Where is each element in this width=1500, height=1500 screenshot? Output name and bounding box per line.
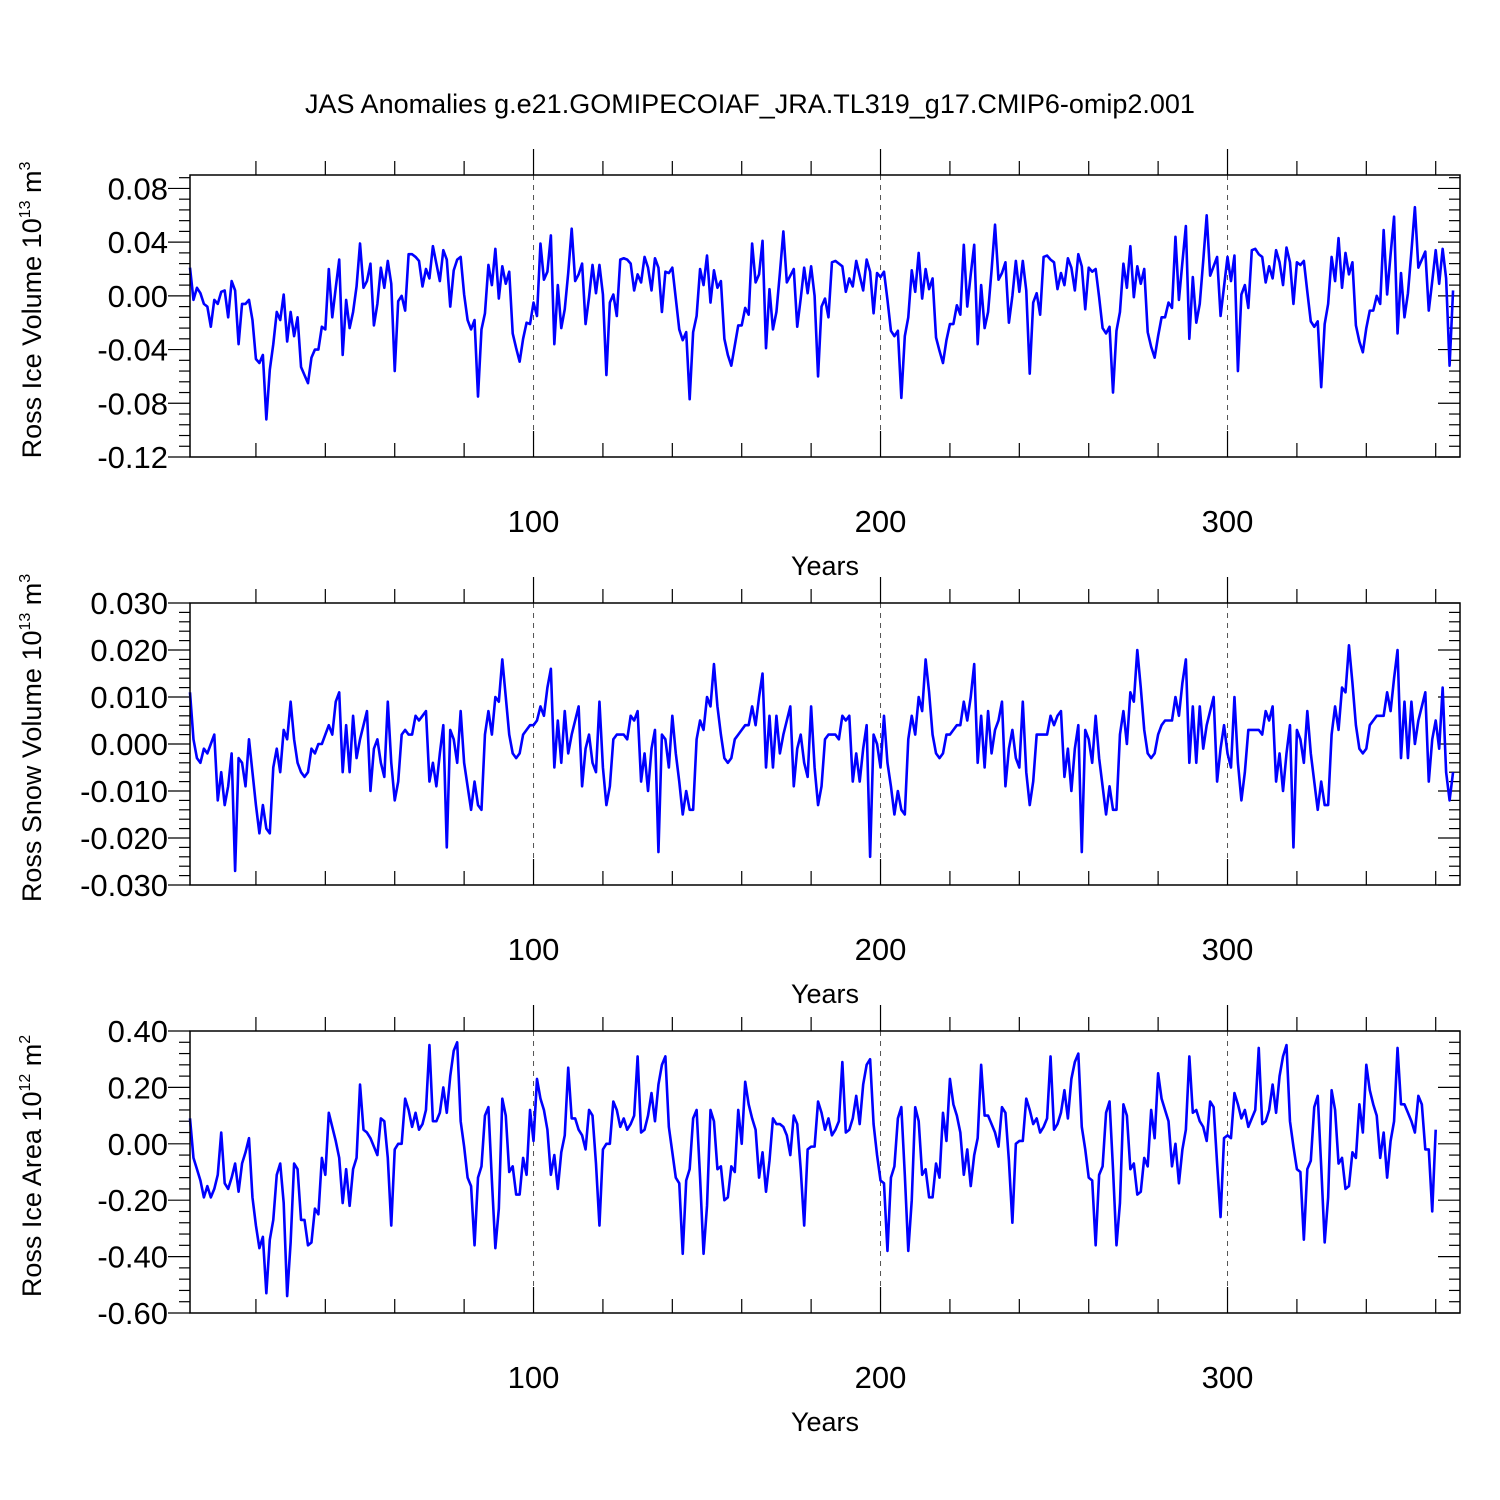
figure-title: JAS Anomalies g.e21.GOMIPECOIAF_JRA.TL31… <box>305 89 1195 119</box>
x-tick-label: 100 <box>508 932 560 967</box>
plot-frame <box>189 1030 1461 1314</box>
x-axis-title: Years <box>791 551 859 581</box>
y-axis-title: Ross Snow Volume 1013 m3 <box>17 574 47 902</box>
y-tick-label: 0.030 <box>90 586 168 621</box>
panel-1: -0.12 -0.08 -0.04 0.00 0.04 0.08 100 200 300 Year… <box>17 149 1461 581</box>
x-tick-label: 300 <box>1202 504 1254 539</box>
y-tick-label: 0.00 <box>108 279 168 314</box>
x-tick-label: 200 <box>855 504 907 539</box>
x-tick-label: 100 <box>508 1360 560 1395</box>
y-tick-label: 0.000 <box>90 727 168 762</box>
panel-2: -0.030 -0.020 -0.010 0.000 0.010 0.020 0.030 10… <box>17 574 1461 1009</box>
x-tick-label: 200 <box>855 932 907 967</box>
y-tick-label: -0.010 <box>80 774 168 809</box>
y-tick-label: -0.08 <box>97 386 168 421</box>
y-tick-label: -0.04 <box>97 333 168 368</box>
y-tick-label: 0.40 <box>108 1014 168 1049</box>
series-line <box>188 644 1455 873</box>
y-tick-label: 0.00 <box>108 1127 168 1162</box>
series-line <box>188 1040 1438 1298</box>
y-tick-label: 0.010 <box>90 680 168 715</box>
y-tick-label: -0.60 <box>97 1296 168 1331</box>
x-tick-label: 300 <box>1202 1360 1254 1395</box>
y-tick-label: -0.20 <box>97 1183 168 1218</box>
plot-frame <box>189 174 1461 458</box>
series-line <box>188 205 1455 421</box>
y-tick-label: -0.12 <box>97 440 168 475</box>
x-tick-label: 100 <box>508 504 560 539</box>
y-tick-label: -0.020 <box>80 821 168 856</box>
y-tick-label: 0.020 <box>90 633 168 668</box>
panels: -0.12 -0.08 -0.04 0.00 0.04 0.08 100 200 300 Year… <box>17 149 1461 1437</box>
y-tick-label: -0.030 <box>80 868 168 903</box>
y-axis-title: Ross Ice Volume 1013 m3 <box>17 161 47 458</box>
y-tick-label: 0.04 <box>108 225 168 260</box>
x-tick-label: 200 <box>855 1360 907 1395</box>
y-axis-title: Ross Ice Area 1012 m2 <box>17 1035 47 1297</box>
panel-3: -0.60 -0.40 -0.20 0.00 0.20 0.40 100 200 300 Year… <box>17 1005 1461 1437</box>
plot-frame <box>189 602 1461 886</box>
y-tick-label: -0.40 <box>97 1240 168 1275</box>
y-tick-label: 0.08 <box>108 171 168 206</box>
x-axis-title: Years <box>791 1407 859 1437</box>
y-tick-label: 0.20 <box>108 1070 168 1105</box>
x-tick-label: 300 <box>1202 932 1254 967</box>
x-axis-title: Years <box>791 979 859 1009</box>
